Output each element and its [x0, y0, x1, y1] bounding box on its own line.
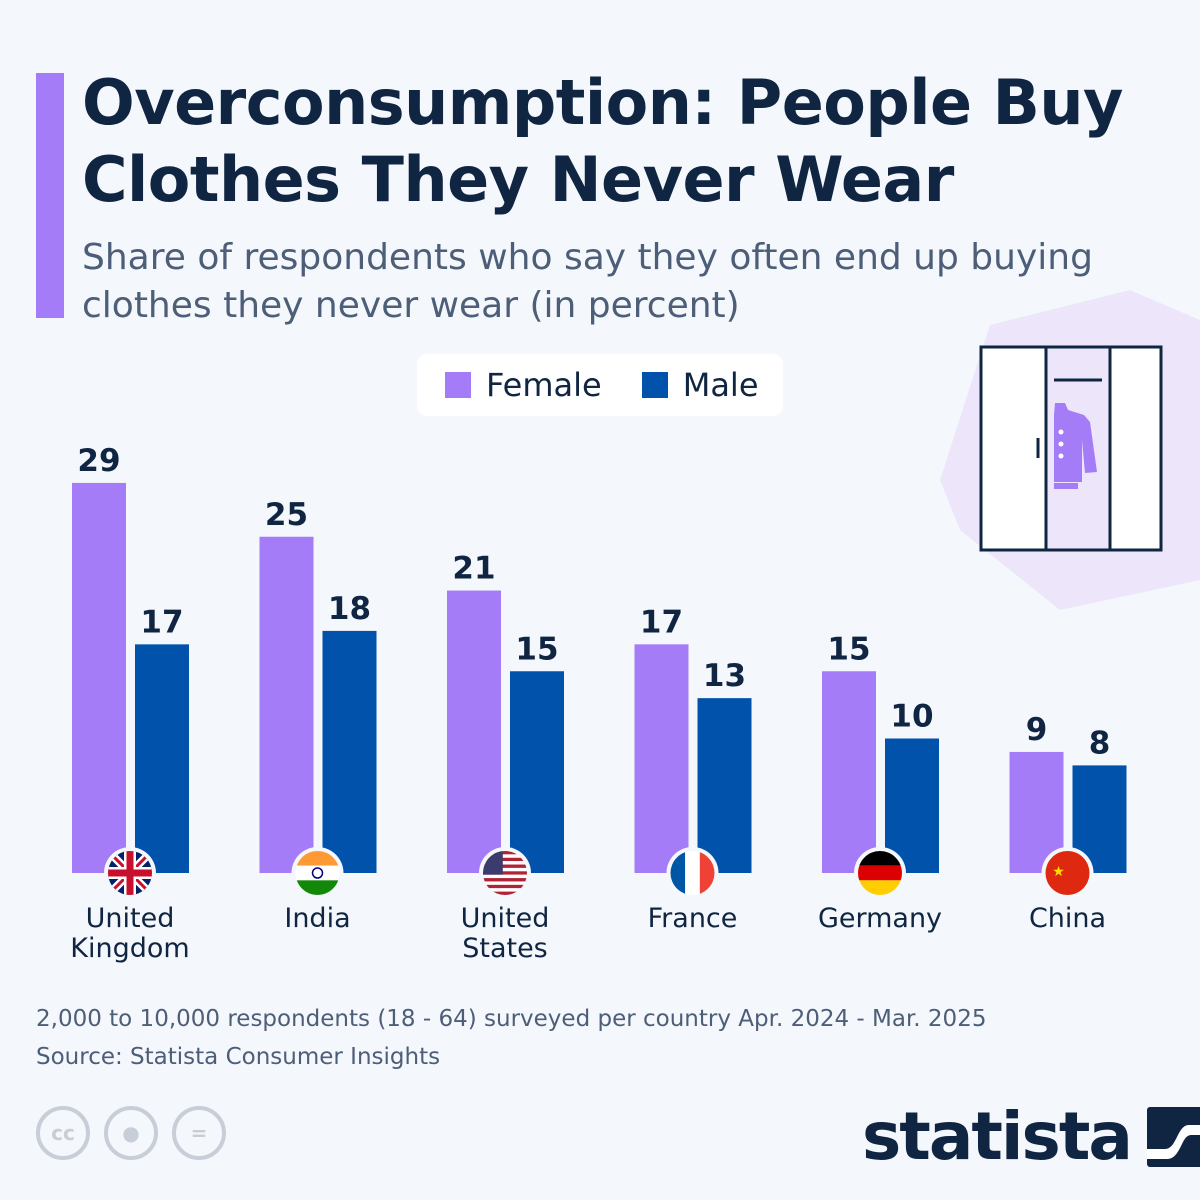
statista-logo[interactable]: statista [862, 1098, 1200, 1175]
us-flag-icon [483, 851, 527, 895]
attribution-icon[interactable]: ● [104, 1106, 158, 1160]
title-accent-bar [36, 73, 64, 318]
chart-title: Overconsumption: People Buy Clothes They… [82, 66, 1123, 216]
legend-label-female: Female [486, 366, 602, 404]
data-label: 10 [890, 699, 933, 735]
uk-flag-icon [108, 851, 152, 895]
data-label: 8 [1089, 725, 1111, 761]
legend: Female Male [417, 354, 783, 416]
no-derivatives-icon[interactable]: = [172, 1106, 226, 1160]
category-label: India [284, 903, 350, 934]
bar-female [259, 536, 314, 873]
category-label: France [648, 903, 738, 934]
category-label: China [1029, 903, 1106, 934]
data-label: 18 [328, 591, 371, 627]
bar-male [322, 630, 377, 873]
legend-swatch-male [641, 372, 668, 398]
category-group: 9 8 ★ China [1009, 712, 1127, 934]
legend-label-male: Male [682, 366, 759, 404]
bar-female [72, 482, 126, 873]
germany-flag-icon [858, 851, 902, 895]
data-label: 29 [77, 443, 120, 479]
bar-male [885, 738, 939, 873]
category-label: United [86, 903, 175, 934]
data-label: 21 [452, 551, 495, 587]
china-flag-icon: ★ [1045, 851, 1090, 895]
category-label: Kingdom [70, 933, 189, 964]
jacket-icon [1054, 403, 1097, 489]
bar-female [822, 671, 876, 873]
bar-male [510, 671, 564, 873]
footer-notes: 2,000 to 10,000 respondents (18 - 64) su… [36, 1000, 986, 1076]
survey-note: 2,000 to 10,000 respondents (18 - 64) su… [36, 1006, 987, 1032]
bar-male [135, 644, 189, 873]
category-group: 25 18 India [259, 497, 377, 934]
category-label: United [461, 903, 550, 934]
data-label: 25 [265, 497, 308, 533]
data-label: 17 [140, 604, 183, 640]
data-label: 9 [1026, 712, 1048, 748]
legend-item-male: Male [641, 366, 759, 404]
bar-male [697, 698, 752, 873]
category-label: States [462, 933, 548, 964]
bar-female [447, 590, 501, 873]
data-label: 13 [703, 658, 746, 694]
statista-logo-text: statista [862, 1098, 1133, 1175]
legend-swatch-female [445, 372, 471, 398]
data-label: 15 [827, 631, 870, 667]
data-label: 17 [640, 604, 683, 640]
bar-female [634, 644, 689, 873]
license-icons: cc ● = [36, 1106, 226, 1160]
chart-subtitle: Share of respondents who say they often … [82, 237, 1093, 326]
legend-item-female: Female [445, 366, 602, 404]
source-note: Source: Statista Consumer Insights [36, 1044, 441, 1070]
statista-logo-mark-icon [1146, 1106, 1200, 1167]
wardrobe-illustration [940, 290, 1200, 610]
france-flag-icon [670, 851, 715, 895]
category-group: 15 10 Germany [818, 631, 942, 934]
data-label: 15 [515, 631, 558, 667]
cc-icon[interactable]: cc [36, 1106, 90, 1160]
svg-text:★: ★ [1052, 864, 1065, 880]
category-label: Germany [818, 903, 942, 934]
bar-chart: 2917UnitedKingdom2518India2115UnitedStat… [70, 443, 1127, 964]
category-group: 17 13 France [634, 604, 752, 934]
india-flag-icon [295, 851, 340, 895]
